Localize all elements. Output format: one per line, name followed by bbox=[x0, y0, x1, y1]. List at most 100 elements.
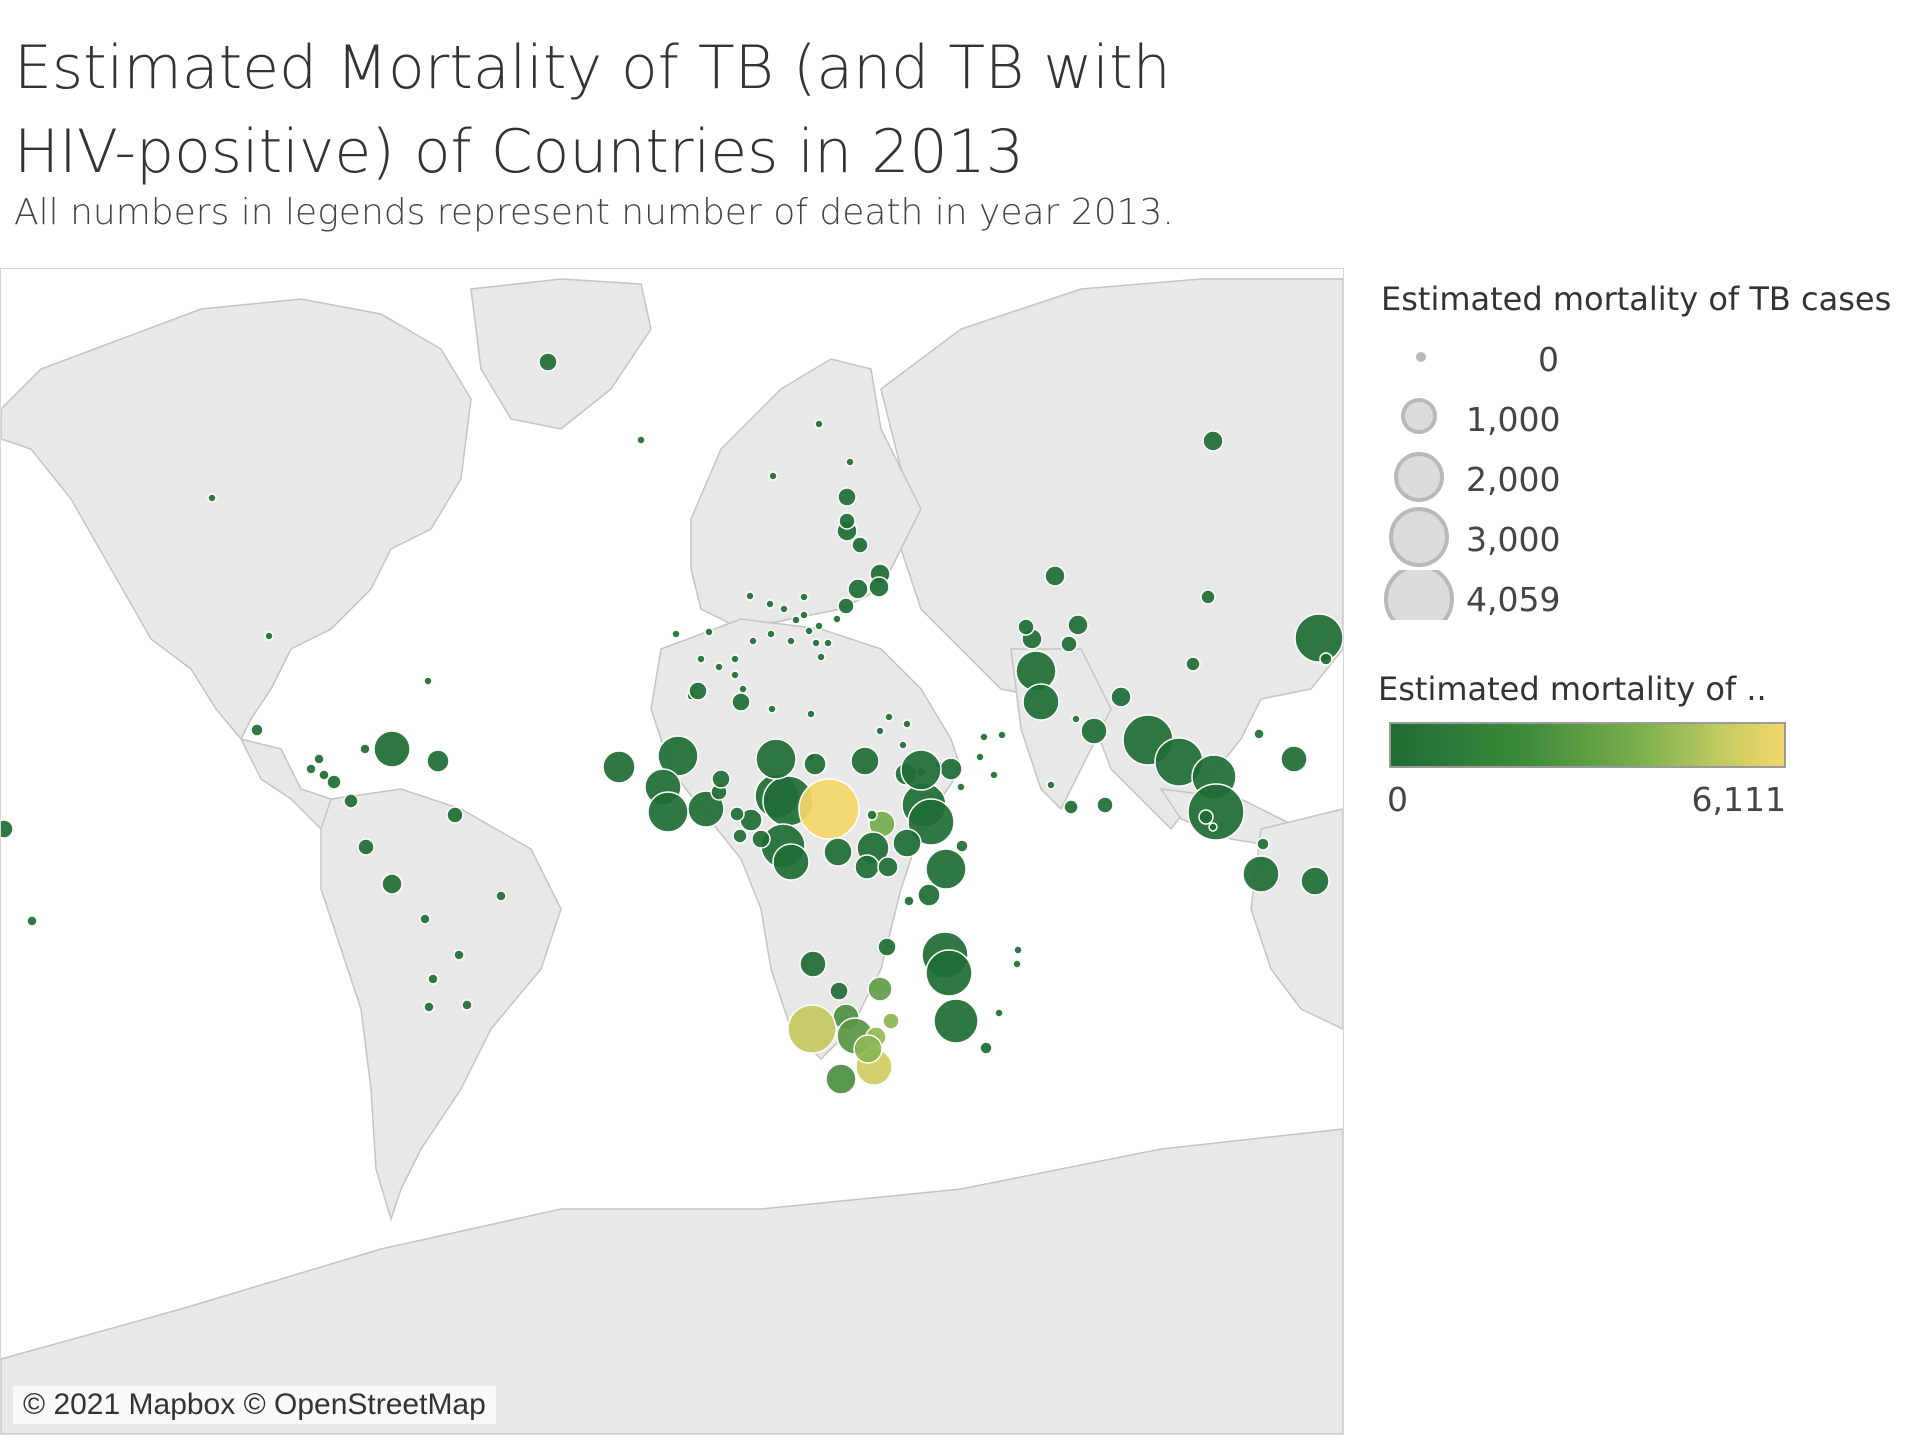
country-marker[interactable] bbox=[877, 856, 899, 878]
country-marker[interactable] bbox=[837, 597, 855, 615]
country-marker[interactable] bbox=[997, 730, 1007, 740]
country-marker[interactable] bbox=[748, 636, 758, 646]
country-marker[interactable] bbox=[994, 1008, 1004, 1018]
country-marker[interactable] bbox=[1046, 780, 1056, 790]
country-marker[interactable] bbox=[1294, 613, 1343, 663]
country-marker[interactable] bbox=[207, 493, 217, 503]
country-marker[interactable] bbox=[427, 973, 439, 985]
country-marker[interactable] bbox=[829, 981, 849, 1001]
country-marker[interactable] bbox=[250, 723, 264, 737]
country-marker[interactable] bbox=[989, 770, 999, 780]
country-marker[interactable] bbox=[823, 638, 833, 648]
country-marker[interactable] bbox=[538, 352, 558, 372]
country-marker[interactable] bbox=[1253, 728, 1265, 740]
country-marker[interactable] bbox=[866, 809, 878, 821]
country-marker[interactable] bbox=[877, 937, 897, 957]
country-marker[interactable] bbox=[26, 915, 38, 927]
country-marker[interactable] bbox=[787, 1004, 837, 1054]
country-marker[interactable] bbox=[900, 749, 942, 791]
country-marker[interactable] bbox=[1319, 652, 1333, 666]
country-marker[interactable] bbox=[814, 621, 824, 631]
country-marker[interactable] bbox=[939, 757, 963, 781]
country-marker[interactable] bbox=[1256, 837, 1270, 851]
country-marker[interactable] bbox=[1096, 796, 1114, 814]
country-marker[interactable] bbox=[730, 670, 740, 680]
country-marker[interactable] bbox=[305, 763, 317, 775]
country-marker[interactable] bbox=[602, 750, 636, 784]
country-marker[interactable] bbox=[730, 654, 740, 664]
country-marker[interactable] bbox=[853, 1034, 883, 1064]
country-marker[interactable] bbox=[1067, 614, 1089, 636]
country-marker[interactable] bbox=[1071, 714, 1081, 724]
country-marker[interactable] bbox=[832, 614, 842, 624]
country-marker[interactable] bbox=[1080, 717, 1108, 745]
country-marker[interactable] bbox=[745, 591, 755, 601]
country-marker[interactable] bbox=[845, 457, 855, 467]
country-marker[interactable] bbox=[867, 976, 893, 1002]
country-marker[interactable] bbox=[1198, 809, 1214, 825]
country-marker[interactable] bbox=[357, 838, 375, 856]
country-marker[interactable] bbox=[714, 662, 724, 672]
country-marker[interactable] bbox=[925, 949, 973, 997]
country-marker[interactable] bbox=[786, 636, 796, 646]
country-marker[interactable] bbox=[461, 999, 473, 1011]
country-marker[interactable] bbox=[359, 743, 371, 755]
country-marker[interactable] bbox=[779, 604, 789, 614]
country-marker[interactable] bbox=[816, 652, 826, 662]
country-marker[interactable] bbox=[711, 769, 731, 789]
country-marker[interactable] bbox=[907, 798, 955, 846]
country-marker[interactable] bbox=[343, 793, 359, 809]
country-marker[interactable] bbox=[419, 913, 431, 925]
country-marker[interactable] bbox=[851, 536, 869, 554]
country-marker[interactable] bbox=[1, 819, 14, 839]
country-marker[interactable] bbox=[1060, 635, 1078, 653]
country-marker[interactable] bbox=[1013, 945, 1023, 955]
country-marker[interactable] bbox=[1200, 589, 1216, 605]
country-marker[interactable] bbox=[837, 487, 857, 507]
country-marker[interactable] bbox=[446, 806, 464, 824]
country-marker[interactable] bbox=[898, 740, 908, 750]
country-marker[interactable] bbox=[799, 950, 827, 978]
country-marker[interactable] bbox=[823, 837, 853, 867]
country-marker[interactable] bbox=[868, 576, 890, 598]
country-marker[interactable] bbox=[1300, 866, 1330, 896]
country-marker[interactable] bbox=[798, 778, 860, 840]
country-marker[interactable] bbox=[799, 610, 809, 620]
country-marker[interactable] bbox=[453, 949, 465, 961]
country-marker[interactable] bbox=[1208, 822, 1218, 832]
country-marker[interactable] bbox=[838, 512, 856, 530]
country-marker[interactable] bbox=[731, 692, 751, 712]
country-marker[interactable] bbox=[765, 599, 775, 609]
country-marker[interactable] bbox=[318, 769, 330, 781]
country-marker[interactable] bbox=[979, 1041, 993, 1055]
country-marker[interactable] bbox=[636, 435, 646, 445]
country-marker[interactable] bbox=[313, 753, 325, 765]
country-marker[interactable] bbox=[687, 790, 725, 828]
country-marker[interactable] bbox=[875, 726, 885, 736]
world-map[interactable] bbox=[1, 269, 1343, 1434]
country-marker[interactable] bbox=[1185, 656, 1201, 672]
country-marker[interactable] bbox=[495, 890, 507, 902]
country-marker[interactable] bbox=[326, 774, 342, 790]
country-marker[interactable] bbox=[732, 828, 748, 844]
country-marker[interactable] bbox=[768, 471, 778, 481]
country-marker[interactable] bbox=[925, 848, 967, 890]
country-marker[interactable] bbox=[688, 681, 708, 701]
country-marker[interactable] bbox=[729, 806, 745, 822]
country-marker[interactable] bbox=[671, 629, 681, 639]
country-marker[interactable] bbox=[751, 829, 771, 849]
country-marker[interactable] bbox=[1110, 686, 1132, 708]
country-marker[interactable] bbox=[791, 615, 801, 625]
country-marker[interactable] bbox=[902, 719, 912, 729]
country-marker[interactable] bbox=[1187, 783, 1245, 841]
country-marker[interactable] bbox=[814, 419, 824, 429]
country-marker[interactable] bbox=[955, 839, 969, 853]
country-marker[interactable] bbox=[882, 1012, 900, 1030]
country-marker[interactable] bbox=[704, 627, 714, 637]
country-markers[interactable] bbox=[1, 352, 1343, 1095]
country-marker[interactable] bbox=[847, 578, 869, 600]
country-marker[interactable] bbox=[423, 676, 433, 686]
country-marker[interactable] bbox=[1242, 855, 1280, 893]
country-marker[interactable] bbox=[738, 684, 748, 694]
map-viewport[interactable]: © 2021 Mapbox © OpenStreetMap bbox=[0, 268, 1344, 1435]
